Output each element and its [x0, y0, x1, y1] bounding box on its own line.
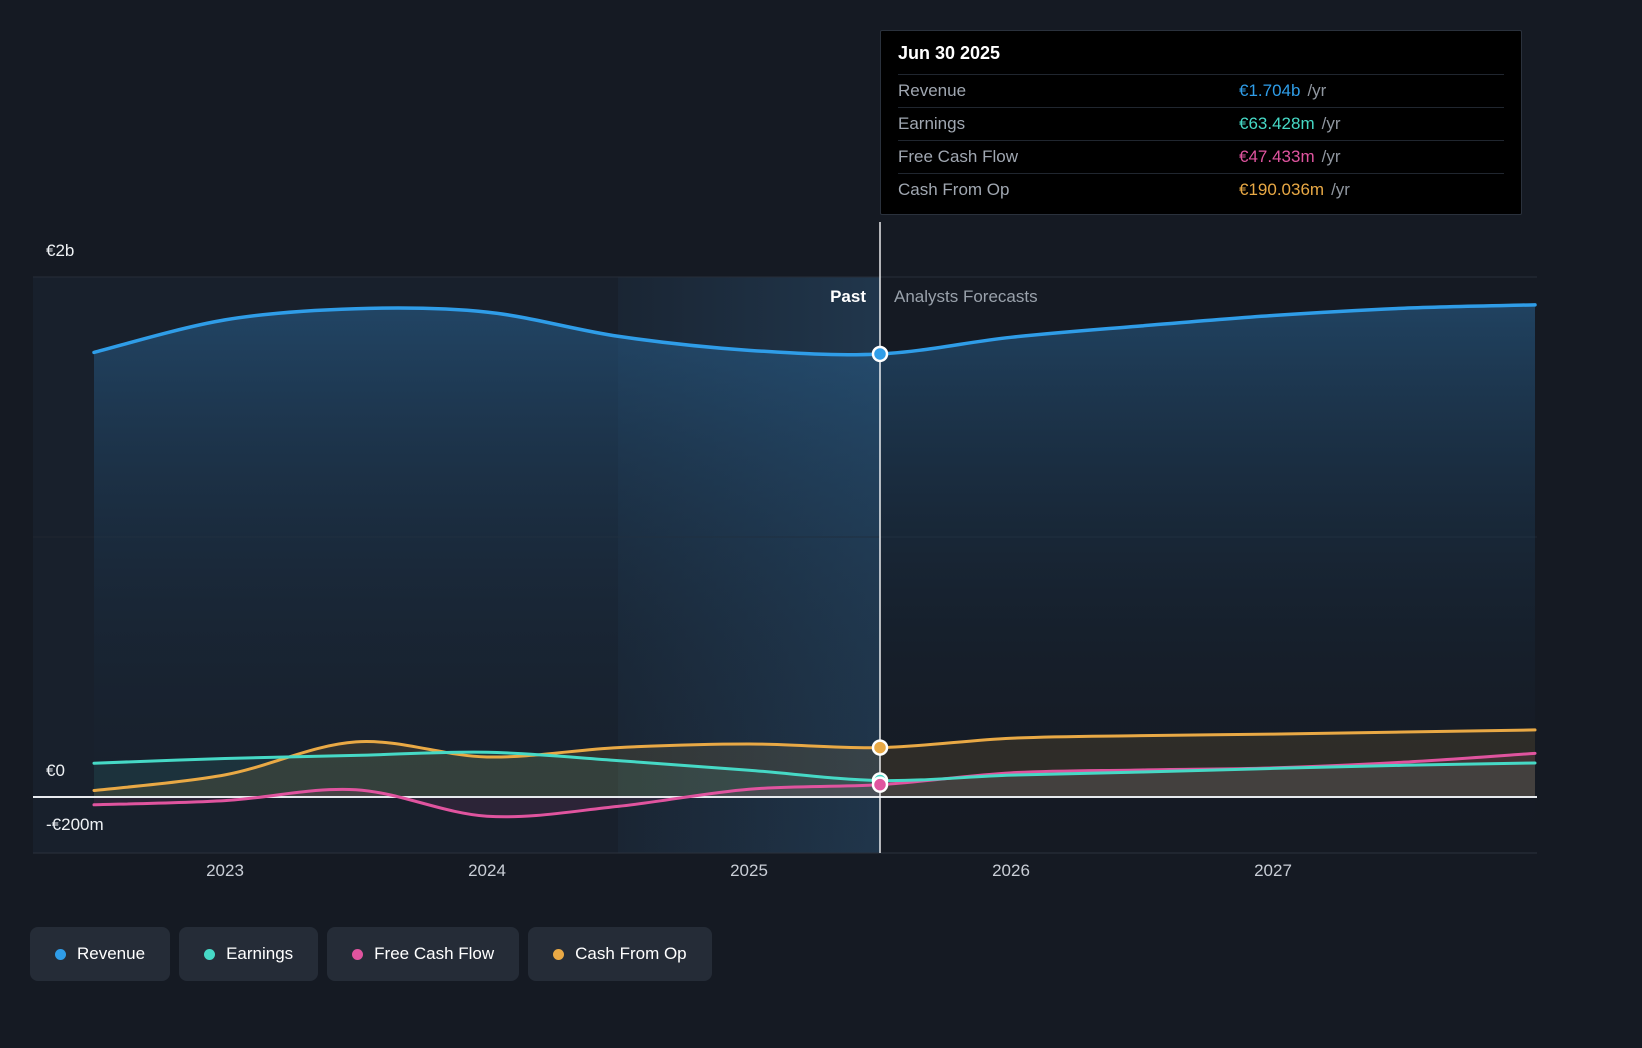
chart-tooltip: Jun 30 2025 Revenue €1.704b /yr Earnings… — [880, 30, 1522, 215]
legend-item-earnings[interactable]: Earnings — [179, 927, 319, 981]
x-axis-label-2025: 2025 — [730, 861, 768, 880]
marker-cash-from-op[interactable] — [871, 739, 889, 756]
x-axis-label-2027: 2027 — [1254, 861, 1292, 880]
marker-free-cash-flow[interactable] — [871, 776, 889, 793]
revenue-dot-icon — [55, 948, 66, 960]
y-axis-label-0: €0 — [46, 761, 65, 780]
tooltip-row-free-cash-flow: Free Cash Flow €47.433m /yr — [898, 140, 1504, 173]
legend-item-free-cash-flow[interactable]: Free Cash Flow — [327, 927, 520, 981]
series-line-earnings — [92, 750, 1537, 783]
tooltip-row-label: Cash From Op — [898, 180, 1010, 199]
y-axis-label-2b: €2b — [46, 241, 75, 260]
tooltip-row-revenue: Revenue €1.704b /yr — [898, 74, 1504, 107]
legend-label-cash-from-op: Cash From Op — [575, 944, 687, 963]
past-label: Past — [830, 287, 866, 306]
x-axis-label-2024: 2024 — [468, 861, 506, 880]
tooltip-row-label: Earnings — [898, 114, 966, 133]
legend-label-revenue: Revenue — [77, 944, 146, 963]
free-cash-flow-dot-icon — [352, 948, 364, 960]
tooltip-row-suffix: /yr — [1307, 81, 1327, 100]
tooltip-row-suffix: /yr — [1331, 180, 1350, 199]
earnings-dot-icon — [204, 948, 216, 960]
cash-from-op-dot-icon — [553, 948, 565, 960]
legend-item-revenue[interactable]: Revenue — [30, 927, 171, 981]
legend-item-cash-from-op[interactable]: Cash From Op — [528, 927, 712, 981]
tooltip-row-suffix: /yr — [1321, 114, 1341, 133]
legend-label-free-cash-flow: Free Cash Flow — [374, 944, 495, 963]
series-line-cash-from-op — [92, 728, 1537, 792]
y-axis-label-neg200m: -€200m — [46, 815, 104, 834]
analysts-forecasts-label: Analysts Forecasts — [894, 287, 1038, 306]
tooltip-row-value: €47.433m — [1239, 147, 1315, 166]
series-line-revenue — [92, 303, 1537, 357]
tooltip-row-suffix: /yr — [1321, 147, 1341, 166]
marker-revenue[interactable] — [871, 345, 889, 363]
legend: Revenue Earnings Free Cash Flow Cash Fro… — [30, 927, 712, 981]
x-axis-label-2023: 2023 — [206, 861, 244, 880]
tooltip-row-label: Revenue — [898, 81, 967, 100]
legend-label-earnings: Earnings — [226, 944, 294, 963]
tooltip-row-label: Free Cash Flow — [898, 147, 1018, 166]
tooltip-row-value: €1.704b — [1239, 81, 1301, 100]
tooltip-date: Jun 30 2025 — [898, 43, 1001, 63]
tooltip-row-value: €190.036m — [1239, 180, 1325, 199]
tooltip-row-value: €63.428m — [1239, 114, 1315, 133]
tooltip-row-earnings: Earnings €63.428m /yr — [898, 107, 1504, 140]
x-axis-label-2026: 2026 — [992, 861, 1030, 880]
tooltip-row-cash-from-op: Cash From Op €190.036m /yr — [898, 173, 1504, 206]
